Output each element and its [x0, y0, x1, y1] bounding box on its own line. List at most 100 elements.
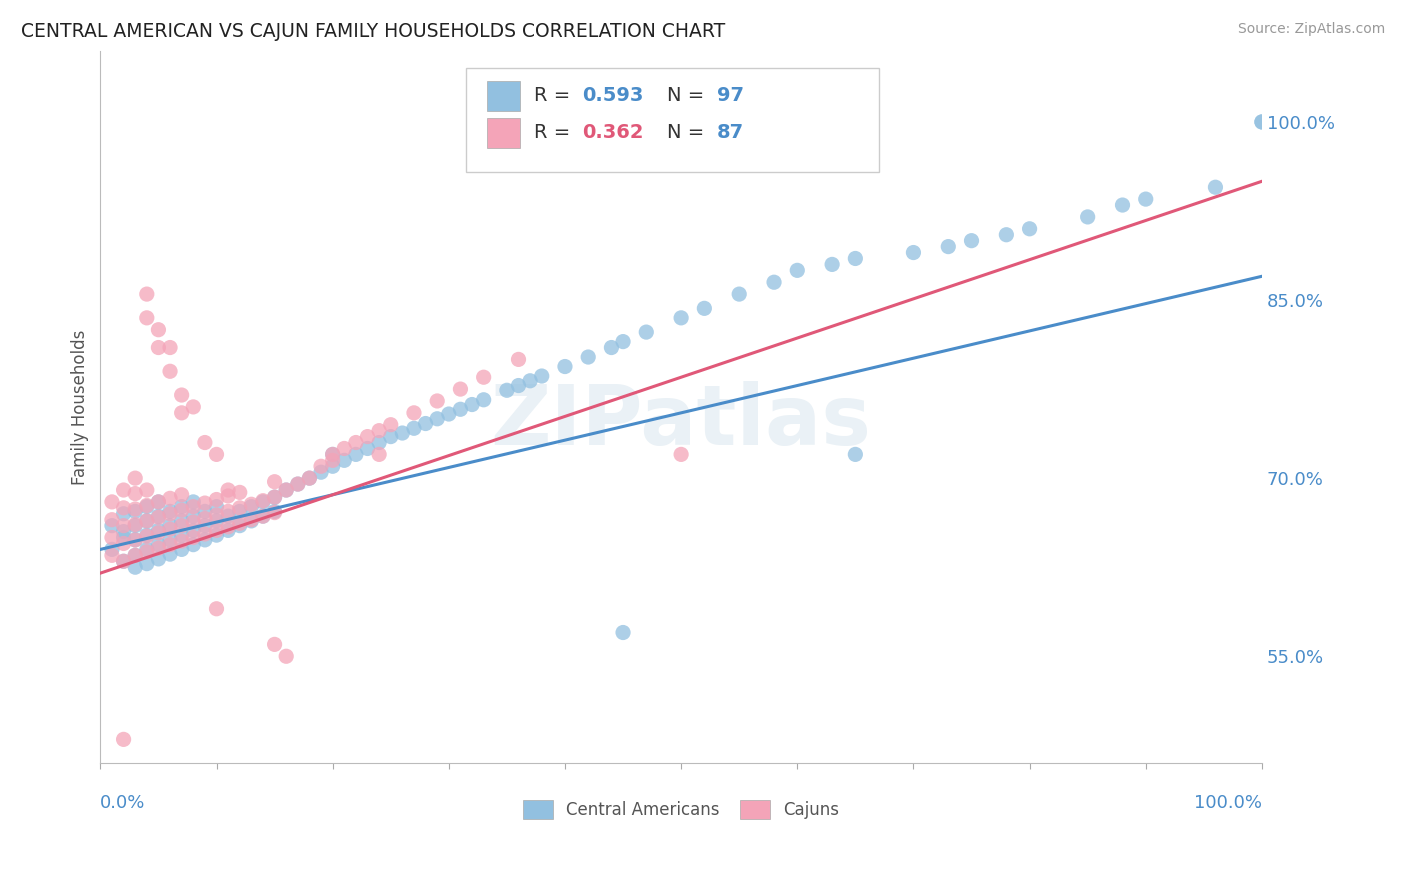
Point — [181, 531, 204, 545]
Point — [322, 459, 344, 474]
Point — [159, 518, 181, 533]
Point — [194, 533, 217, 547]
Point — [148, 495, 170, 509]
Point — [612, 334, 634, 349]
Point — [181, 509, 204, 524]
Point — [112, 732, 135, 747]
Point — [124, 502, 146, 516]
Point — [112, 536, 135, 550]
Point — [124, 533, 146, 547]
Point — [426, 411, 449, 425]
Point — [402, 421, 425, 435]
Point — [1077, 210, 1099, 224]
Point — [240, 500, 263, 514]
Point — [148, 341, 170, 355]
Point — [205, 500, 228, 514]
Point — [240, 497, 263, 511]
Text: 0.593: 0.593 — [582, 86, 644, 105]
Point — [263, 490, 285, 504]
Point — [124, 549, 146, 563]
Point — [194, 504, 217, 518]
Point — [217, 520, 239, 534]
Point — [101, 513, 124, 527]
Point — [112, 554, 135, 568]
Point — [135, 557, 157, 571]
Point — [181, 515, 204, 529]
Point — [368, 447, 391, 461]
Point — [356, 429, 378, 443]
Point — [508, 352, 530, 367]
Point — [1111, 198, 1133, 212]
Point — [124, 486, 146, 500]
Point — [276, 483, 298, 497]
Point — [159, 522, 181, 536]
Point — [181, 400, 204, 414]
Point — [252, 493, 274, 508]
Point — [229, 504, 252, 518]
Point — [170, 500, 193, 514]
Point — [402, 406, 425, 420]
Point — [554, 359, 576, 374]
Point — [426, 394, 449, 409]
Point — [1018, 221, 1040, 235]
Point — [344, 435, 367, 450]
Point — [844, 252, 866, 266]
Point — [135, 529, 157, 543]
Point — [508, 378, 530, 392]
Point — [205, 492, 228, 507]
Point — [240, 514, 263, 528]
Point — [135, 514, 157, 528]
Point — [170, 388, 193, 402]
Point — [135, 542, 157, 557]
Point — [229, 516, 252, 531]
Point — [205, 508, 228, 522]
Point — [763, 275, 786, 289]
Text: ZIPatlas: ZIPatlas — [491, 381, 872, 462]
Text: N =: N = — [668, 123, 710, 142]
Point — [135, 287, 157, 301]
Text: N =: N = — [668, 86, 710, 105]
Point — [194, 511, 217, 525]
Point — [148, 525, 170, 540]
Point — [124, 518, 146, 533]
Text: Source: ZipAtlas.com: Source: ZipAtlas.com — [1237, 22, 1385, 37]
Point — [496, 384, 519, 398]
Point — [693, 301, 716, 316]
Point — [276, 649, 298, 664]
Point — [112, 500, 135, 515]
Point — [669, 310, 692, 325]
Point — [229, 500, 252, 515]
Point — [148, 323, 170, 337]
FancyBboxPatch shape — [467, 69, 879, 172]
Legend: Central Americans, Cajuns: Central Americans, Cajuns — [516, 794, 846, 826]
Point — [170, 518, 193, 533]
Point — [217, 489, 239, 503]
Point — [194, 518, 217, 533]
Point — [170, 488, 193, 502]
Text: R =: R = — [534, 86, 576, 105]
Point — [135, 483, 157, 497]
Bar — [486, 80, 520, 111]
Point — [124, 504, 146, 518]
Point — [124, 533, 146, 547]
Point — [205, 524, 228, 538]
Point — [391, 425, 413, 440]
Point — [636, 325, 658, 339]
Point — [159, 491, 181, 506]
Point — [240, 513, 263, 527]
Text: 0.362: 0.362 — [582, 123, 644, 142]
Point — [112, 554, 135, 568]
Point — [368, 424, 391, 438]
Point — [356, 442, 378, 456]
Point — [437, 407, 460, 421]
Point — [159, 341, 181, 355]
Point — [112, 483, 135, 497]
Point — [112, 531, 135, 545]
Point — [298, 471, 321, 485]
Point — [252, 495, 274, 509]
Point — [170, 406, 193, 420]
Point — [159, 507, 181, 521]
Point — [112, 518, 135, 533]
Point — [124, 517, 146, 532]
Point — [263, 490, 285, 504]
